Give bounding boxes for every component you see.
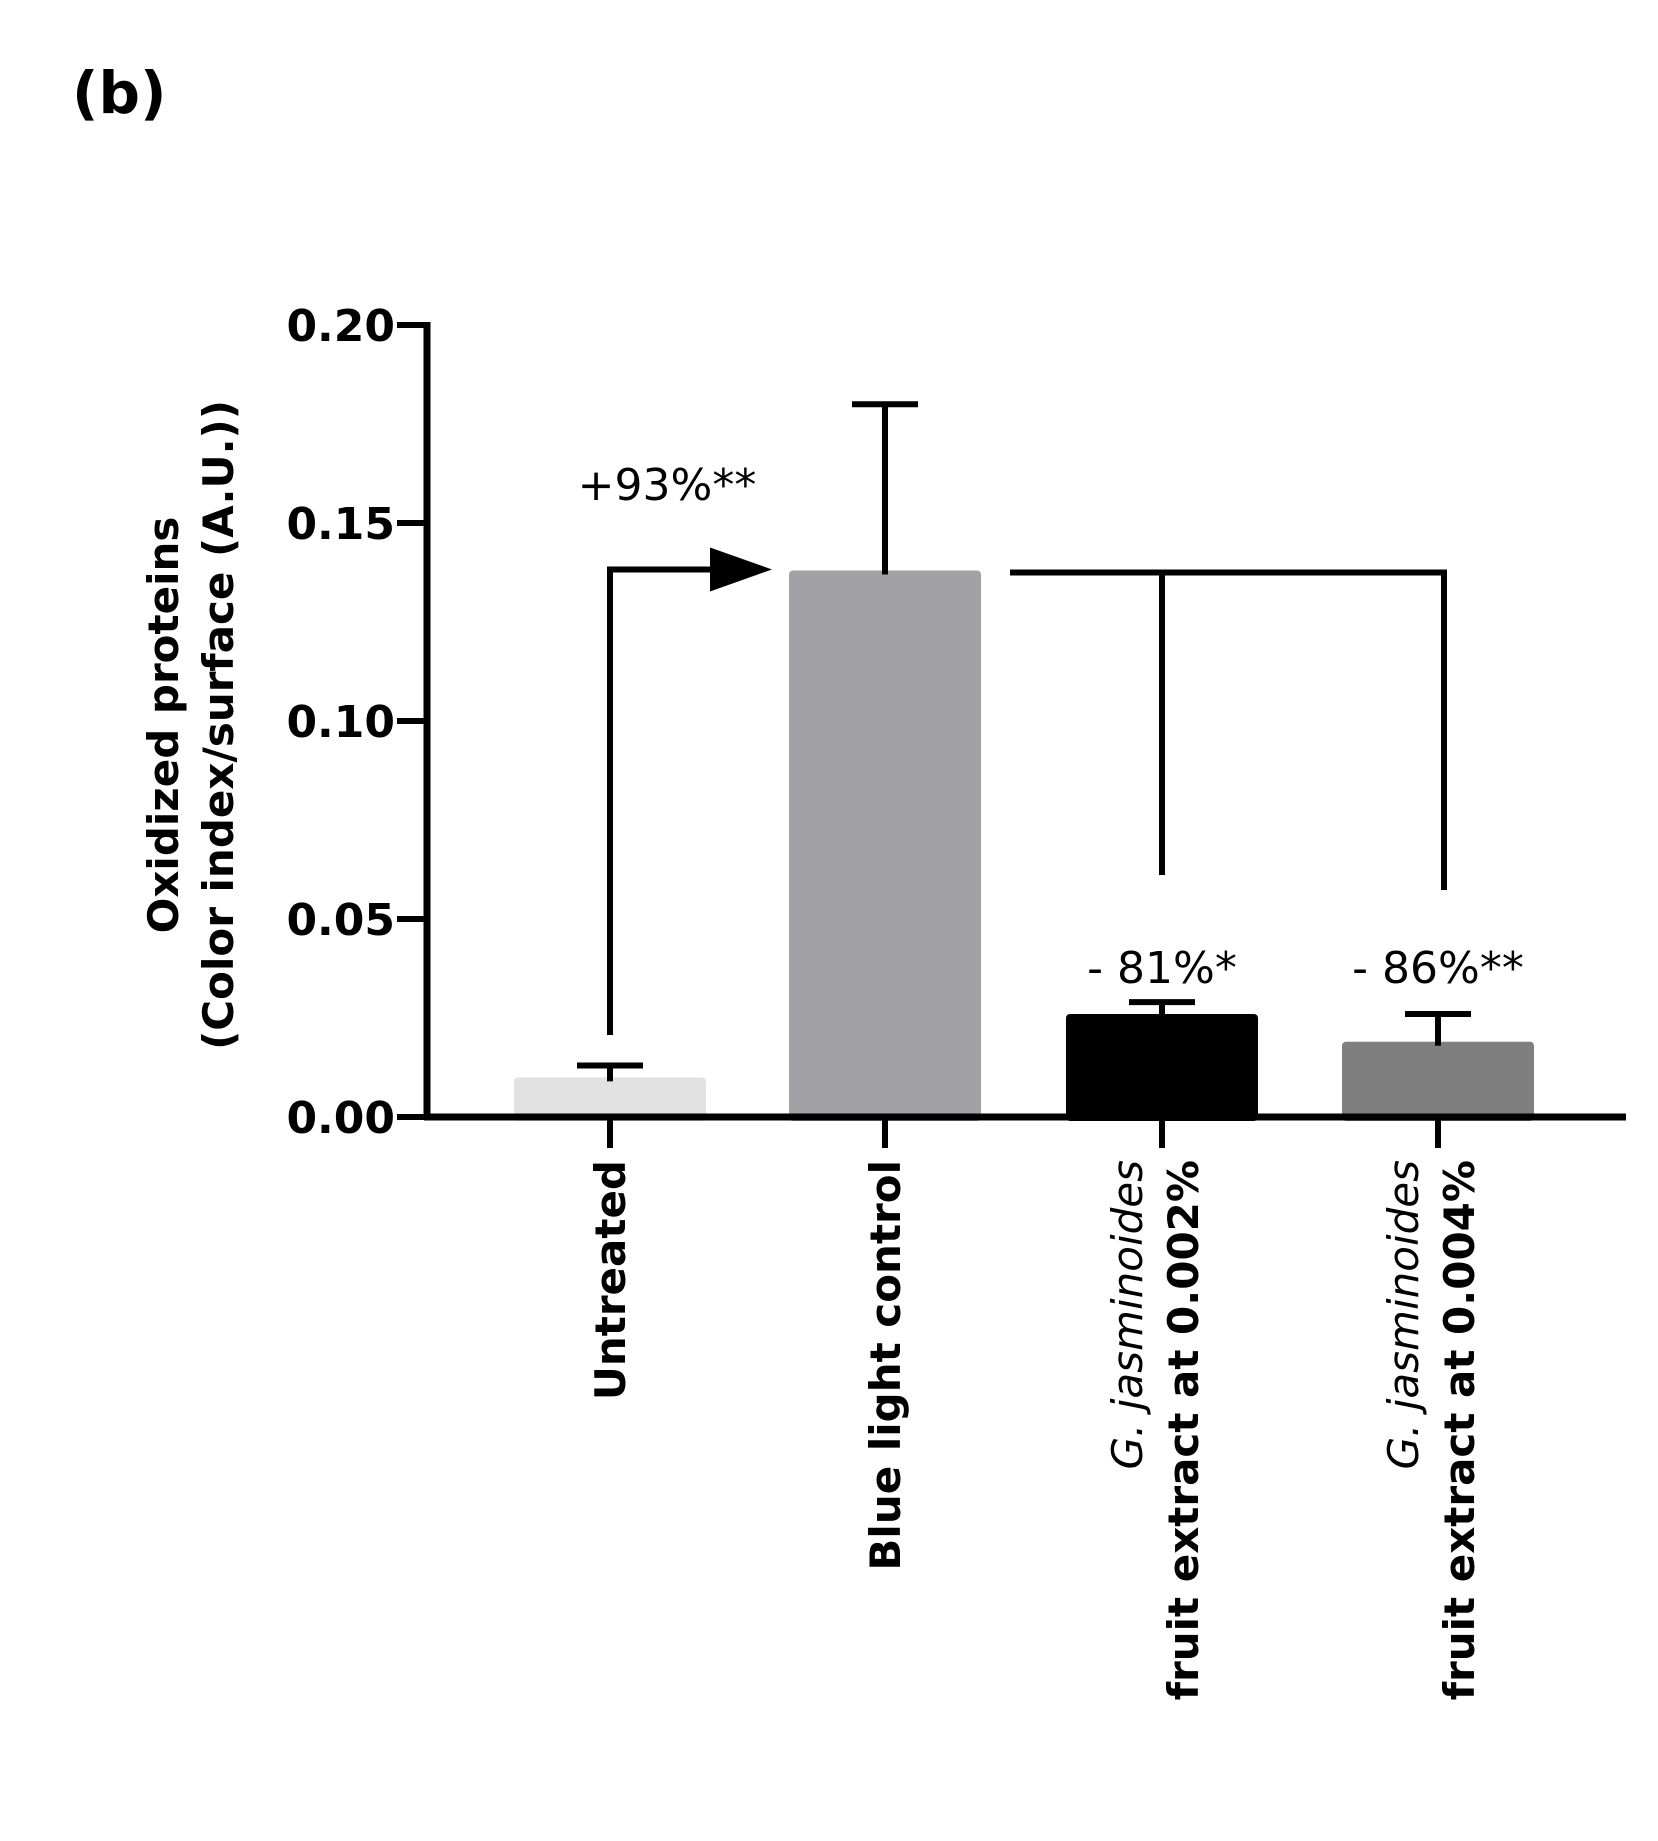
error-bars <box>577 401 1471 1082</box>
y-tick-label-3: 0.15 <box>286 499 395 550</box>
x-label-3-line1: G. jasminoides <box>1379 1160 1428 1469</box>
y-tick-label-4: 0.20 <box>286 301 395 352</box>
increase-bracket-line <box>607 566 710 1035</box>
x-axis-labels: Untreated Blue light control G. jasminoide… <box>586 1160 1484 1700</box>
y-axis-title-line1: Oxidized proteins <box>139 517 188 934</box>
annotation-decrease-2: - 86%** <box>1352 943 1524 994</box>
bar-2 <box>1066 1014 1258 1121</box>
bar-3 <box>1342 1041 1534 1121</box>
x-label-group-3: G. jasminoides fruit extract at 0.004% <box>1379 1160 1484 1700</box>
bar-1 <box>789 570 981 1121</box>
x-label-0: Untreated <box>586 1160 635 1400</box>
x-label-2-line2: fruit extract at 0.002% <box>1159 1160 1208 1700</box>
bar-0 <box>514 1077 706 1121</box>
x-label-group-1: Blue light control <box>861 1160 910 1571</box>
y-tick-label-1: 0.05 <box>286 895 395 946</box>
panel-label: (b) <box>72 59 167 127</box>
y-axis-ticks: 0.00 0.05 0.10 0.15 0.20 <box>286 301 427 1144</box>
significance-brackets <box>607 547 1447 1035</box>
x-label-group-2: G. jasminoides fruit extract at 0.002% <box>1103 1160 1208 1700</box>
annotation-decrease-1: - 81%* <box>1087 943 1237 994</box>
x-axis-ticks <box>607 1117 1441 1148</box>
y-tick-label-0: 0.00 <box>286 1093 395 1144</box>
bars <box>514 570 1534 1121</box>
x-label-3-line2: fruit extract at 0.004% <box>1435 1160 1484 1700</box>
x-label-2-line1: G. jasminoides <box>1103 1160 1152 1469</box>
increase-bracket-arrowhead <box>710 547 772 592</box>
y-tick-label-2: 0.10 <box>286 697 395 748</box>
x-label-group-0: Untreated <box>586 1160 635 1400</box>
annotation-increase: +93%** <box>578 460 757 511</box>
y-axis-title: Oxidized proteins (Color index/surface (… <box>139 400 243 1050</box>
x-label-1: Blue light control <box>861 1160 910 1571</box>
y-axis-title-line2: (Color index/surface (A.U.)) <box>194 400 243 1050</box>
